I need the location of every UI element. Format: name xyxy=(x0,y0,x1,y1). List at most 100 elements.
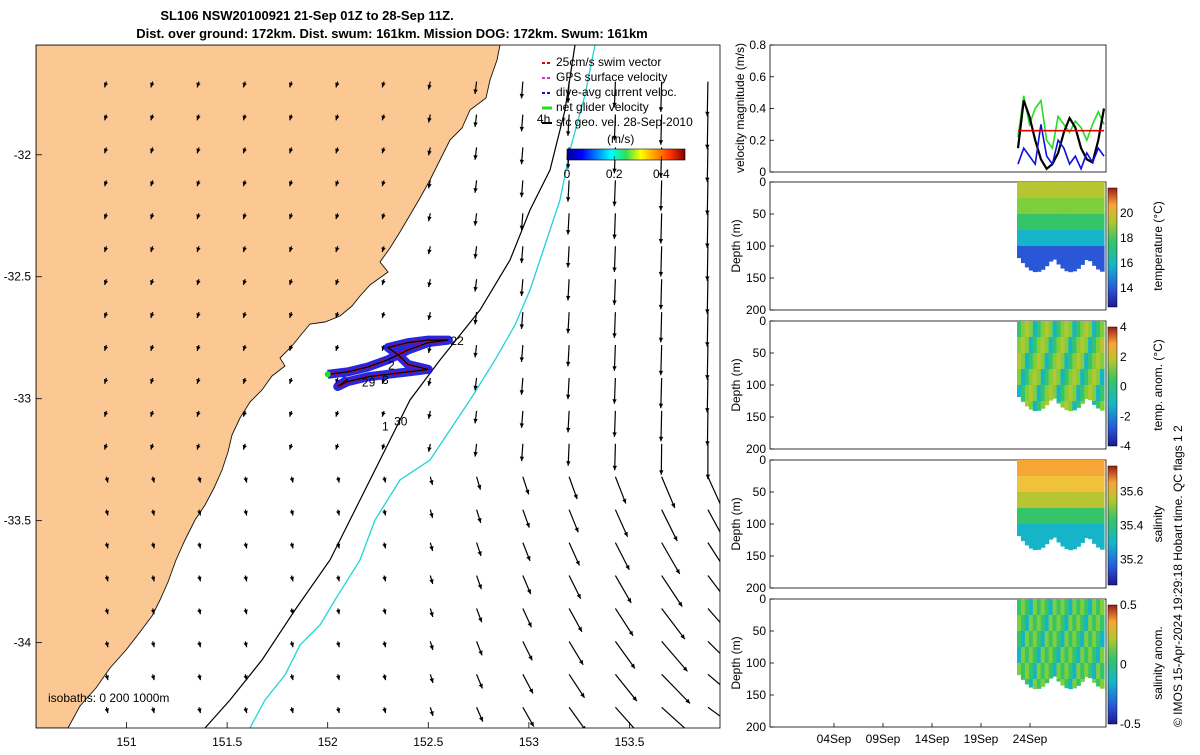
salinity-anom-panel-cell xyxy=(1053,647,1058,664)
salinity-panel-cell xyxy=(1033,508,1038,525)
geo-vector-head xyxy=(729,605,733,610)
salinity-panel-cell xyxy=(1033,460,1038,477)
temperature-panel-cell xyxy=(1076,214,1081,231)
temperature-panel-ylabel: Depth (m) xyxy=(729,219,743,272)
temperature-panel-cell xyxy=(1084,246,1089,260)
geo-vector-arrow xyxy=(707,279,708,314)
temp-anom-panel-cell xyxy=(1057,353,1062,370)
geo-vector-head xyxy=(739,700,744,705)
temperature-panel-cell xyxy=(1084,230,1089,247)
salinity-panel-cell xyxy=(1064,492,1069,509)
temperature-panel-cell xyxy=(1088,230,1093,247)
temperature-panel-cell xyxy=(1041,262,1046,270)
salinity-anom-panel-cell xyxy=(1092,663,1097,680)
salinity-panel-cell xyxy=(1045,524,1050,541)
temperature-panel-cell xyxy=(1017,246,1022,258)
salinity-panel-cell xyxy=(1041,540,1046,548)
salinity-panel-cell xyxy=(1053,524,1058,538)
temp-anom-panel-cell xyxy=(1025,337,1030,354)
temp-anom-panel-cell xyxy=(1017,321,1022,338)
geo-vector-arrow xyxy=(661,279,662,309)
temp-anom-panel-cell xyxy=(1088,353,1093,370)
temp-anom-panel-cell xyxy=(1029,321,1034,338)
salinity-anom-panel-cell xyxy=(1049,663,1054,679)
salinity-anom-panel-cell xyxy=(1076,599,1081,616)
temp-anom-panel-cell xyxy=(1092,337,1097,354)
salinity-anom-panel-cell xyxy=(1084,647,1089,664)
temperature-panel-cell xyxy=(1025,230,1030,247)
salinity-panel-cell xyxy=(1041,476,1046,493)
temperature-panel-cblabel: temperature (°C) xyxy=(1151,201,1165,291)
temperature-panel-cell xyxy=(1064,230,1069,247)
salinity-anom-panel-cell xyxy=(1057,663,1062,680)
salinity-anom-panel-cell xyxy=(1072,679,1077,688)
temperature-panel-colorbar-tick: 18 xyxy=(1120,231,1134,245)
salinity-panel-cell xyxy=(1072,460,1077,477)
salinity-anom-panel-cell xyxy=(1041,615,1046,632)
salinity-panel-cell xyxy=(1064,460,1069,477)
salinity-panel-cell xyxy=(1096,540,1101,548)
temperature-panel-cell xyxy=(1017,230,1022,247)
salinity-anom-panel-cell xyxy=(1072,615,1077,632)
salinity-anom-panel-cell xyxy=(1053,631,1058,648)
salinity-anom-panel-cell xyxy=(1021,615,1026,632)
salinity-panel-ytick-label: 100 xyxy=(746,517,766,531)
temperature-panel-cell xyxy=(1061,198,1066,215)
temperature-panel-cell xyxy=(1064,198,1069,215)
salinity-anom-panel-cell xyxy=(1072,599,1077,616)
salinity-anom-panel-cell xyxy=(1053,663,1058,677)
map-ytick-label: -33 xyxy=(14,392,32,406)
temperature-panel-cell xyxy=(1096,246,1101,263)
salinity-panel-cell xyxy=(1025,508,1030,525)
salinity-panel-cell xyxy=(1076,460,1081,477)
salinity-anom-panel-cell xyxy=(1037,631,1042,648)
salinity-panel-cell xyxy=(1021,476,1026,493)
temperature-panel-cell xyxy=(1088,198,1093,215)
salinity-panel-cell xyxy=(1037,492,1042,509)
temperature-panel-cell xyxy=(1017,214,1022,231)
temp-anom-panel-cell xyxy=(1084,337,1089,354)
salinity-anom-panel-ytick-label: 150 xyxy=(746,688,766,702)
geo-vector-arrow xyxy=(707,246,708,281)
salinity-anom-panel-cell xyxy=(1068,663,1073,680)
salinity-panel-cell xyxy=(1088,524,1093,539)
velocity-ytick-label: 0.6 xyxy=(749,70,766,84)
temp-anom-panel-cell xyxy=(1072,337,1077,354)
temperature-panel-cell xyxy=(1033,230,1038,247)
temp-anom-panel-cell xyxy=(1021,385,1026,402)
salinity-anom-panel-cell xyxy=(1017,615,1022,632)
map-ytick-label: -33.5 xyxy=(4,514,32,528)
temperature-panel-cell xyxy=(1017,182,1022,199)
temperature-panel-cell xyxy=(1029,246,1034,263)
salinity-panel-cell xyxy=(1068,476,1073,493)
temperature-panel-cell xyxy=(1068,214,1073,231)
temp-anom-panel-cell xyxy=(1084,369,1089,386)
salinity-anom-panel-cell xyxy=(1061,663,1066,680)
temperature-panel-cell xyxy=(1084,198,1089,215)
salinity-anom-panel-cell xyxy=(1064,599,1069,616)
temperature-panel-cell xyxy=(1068,182,1073,199)
temperature-panel-cell xyxy=(1092,198,1097,215)
salinity-anom-panel-cell xyxy=(1045,679,1050,683)
temp-anom-panel-cell xyxy=(1017,337,1022,354)
salinity-panel-cell xyxy=(1045,460,1050,477)
salinity-panel-cell xyxy=(1033,524,1038,541)
salinity-anom-panel-cell xyxy=(1092,679,1097,683)
salinity-panel-cell xyxy=(1088,460,1093,477)
salinity-anom-panel-cell xyxy=(1041,663,1046,680)
salinity-anom-panel-cell xyxy=(1096,663,1101,680)
temp-anom-panel-cell xyxy=(1064,321,1069,338)
temperature-panel-cell xyxy=(1025,198,1030,215)
salinity-panel-cell xyxy=(1068,492,1073,509)
geo-vector-arrow xyxy=(661,411,662,441)
salinity-anom-panel-cell xyxy=(1100,647,1105,664)
legend-net-label: net glider velocity xyxy=(556,100,649,114)
temp-anom-panel-colorbar-tick: 2 xyxy=(1120,350,1127,364)
salinity-anom-panel-cell xyxy=(1061,679,1066,686)
temp-anom-panel-cell xyxy=(1080,401,1085,404)
temp-anom-panel-colorbar-tick: -4 xyxy=(1120,439,1131,453)
temp-anom-panel-cell xyxy=(1029,385,1034,402)
salinity-panel-cell xyxy=(1057,524,1062,541)
salinity-anom-panel-colorbar-tick: 0.5 xyxy=(1120,598,1137,612)
temp-anom-panel-cell xyxy=(1029,337,1034,354)
